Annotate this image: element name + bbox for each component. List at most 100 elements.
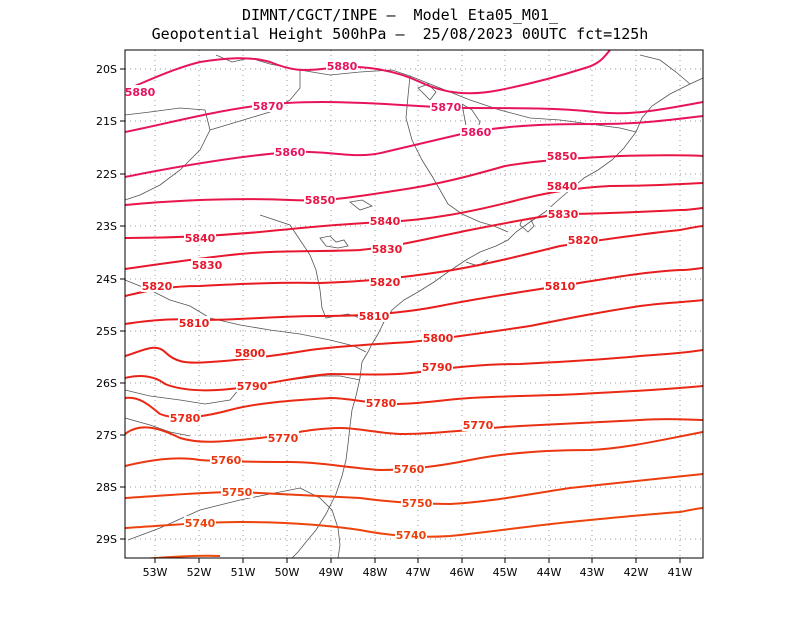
lat-tick-label: 28S (96, 481, 117, 494)
contour-label-5830: 5830 (548, 208, 579, 221)
contour-5840 (125, 182, 703, 239)
contour-label-bg (124, 85, 156, 98)
contour-label-5820: 5820 (142, 280, 173, 293)
contour-label-5850: 5850 (547, 150, 578, 163)
contour-label-5790: 5790 (237, 380, 268, 393)
lon-tick-label: 43W (580, 566, 605, 579)
contour-5830 (125, 207, 703, 270)
contour-label-bg (234, 346, 266, 359)
contour-label-5750: 5750 (402, 497, 433, 510)
lat-tick-label: 21S (96, 115, 117, 128)
lon-tick-label: 41W (668, 566, 693, 579)
contour-label-bg (544, 279, 576, 292)
contour-5760 (125, 431, 703, 472)
contour-label-5880: 5880 (125, 86, 156, 99)
contour-label-5850: 5850 (305, 194, 336, 207)
contour-label-bg (141, 279, 173, 292)
contour-label-5750: 5750 (222, 486, 253, 499)
lat-tick-label: 27S (96, 429, 117, 442)
contour-label-bg (274, 145, 306, 158)
contour-label-bg (236, 379, 268, 392)
contour-label-bg (191, 258, 223, 271)
lon-tick-label: 48W (363, 566, 388, 579)
lon-tick-label: 51W (231, 566, 256, 579)
contour-label-5870: 5870 (431, 101, 462, 114)
coastline-borders (125, 54, 703, 558)
contour-label-5880: 5880 (327, 60, 358, 73)
lat-tick-label: 29S (96, 533, 117, 546)
contour-5800 (125, 299, 703, 364)
contour-label-5840: 5840 (547, 180, 578, 193)
contour-5870 (125, 101, 703, 133)
contour-label-5770: 5770 (463, 419, 494, 432)
lat-tick-label: 26S (96, 377, 117, 390)
contour-label-bg (547, 207, 579, 220)
contour-labels: 5880 5880 5870 5870 5860 5860 5850 5850 5840 5840… (124, 59, 599, 542)
contour-label-bg (546, 149, 578, 162)
contour-label-bg (369, 275, 401, 288)
lat-tick-label: 23S (96, 220, 117, 233)
lat-tick-label: 25S (96, 325, 117, 338)
chart-subtitle: Geopotential Height 500hPa – 25/08/2023 … (151, 25, 649, 43)
lon-tick-label: 42W (624, 566, 649, 579)
contour-label-5780: 5780 (366, 397, 397, 410)
lon-tick-label: 44W (537, 566, 562, 579)
contour-label-bg (326, 59, 358, 72)
contour-label-5830: 5830 (192, 259, 223, 272)
contour-label-5860: 5860 (275, 146, 306, 159)
contour-label-bg (393, 462, 425, 475)
contour-label-bg (462, 418, 494, 431)
contour-5770 (125, 418, 703, 443)
contour-label-bg (178, 316, 210, 329)
contour-label-bg (365, 396, 397, 409)
contour-label-5780: 5780 (170, 412, 201, 425)
contour-label-bg (430, 100, 462, 113)
contour-label-5870: 5870 (253, 100, 284, 113)
contour-label-bg (184, 231, 216, 244)
contour-label-bg (422, 331, 454, 344)
contour-label-5770: 5770 (268, 432, 299, 445)
contour-label-bg (169, 411, 201, 424)
contour-lines (125, 50, 703, 558)
lon-tick-label: 47W (406, 566, 431, 579)
contour-label-5820: 5820 (568, 234, 599, 247)
lon-tick-label: 46W (450, 566, 475, 579)
contour-label-bg (421, 360, 453, 373)
map-frame (124, 49, 704, 559)
lon-tick-label: 50W (275, 566, 300, 579)
lat-tick-label: 20S (96, 63, 117, 76)
grid-lines (125, 50, 703, 558)
contour-label-bg (304, 193, 336, 206)
chart-title: DIMNT/CGCT/INPE – Model Eta05_M01_ (241, 6, 559, 24)
contour-label-5840: 5840 (370, 215, 401, 228)
contour-label-5790: 5790 (422, 361, 453, 374)
contour-label-5810: 5810 (359, 310, 390, 323)
lon-tick-label: 52W (187, 566, 212, 579)
lat-tick-label: 22S (96, 168, 117, 181)
contour-label-5820: 5820 (370, 276, 401, 289)
contour-label-bg (221, 485, 253, 498)
lat-tick-label: 24S (96, 273, 117, 286)
lon-tick-label: 45W (493, 566, 518, 579)
contour-label-5760: 5760 (211, 454, 242, 467)
contour-label-5860: 5860 (461, 126, 492, 139)
contour-fragment (141, 554, 221, 558)
lon-tick-label: 49W (319, 566, 344, 579)
contour-5790 (125, 349, 703, 392)
contour-label-bg (369, 214, 401, 227)
contour-label-bg (184, 516, 216, 529)
lon-tick-label: 53W (143, 566, 168, 579)
contour-label-bg (267, 431, 299, 444)
contour-label-bg (210, 453, 242, 466)
contour-5820 (125, 225, 703, 297)
contour-label-5740: 5740 (396, 529, 427, 542)
contour-label-bg (401, 496, 433, 509)
contour-label-5840: 5840 (185, 232, 216, 245)
contour-label-bg (460, 125, 492, 138)
contour-5880 (125, 50, 611, 95)
axis-ticks: 20S 21S 22S 23S 24S 25S 26S 27S 28S 29S 53W 52W 51W 5… (96, 63, 693, 579)
contour-label-bg (252, 99, 284, 112)
contour-label-bg (358, 309, 390, 322)
contour-label-bg (546, 179, 578, 192)
contour-label-5800: 5800 (423, 332, 454, 345)
